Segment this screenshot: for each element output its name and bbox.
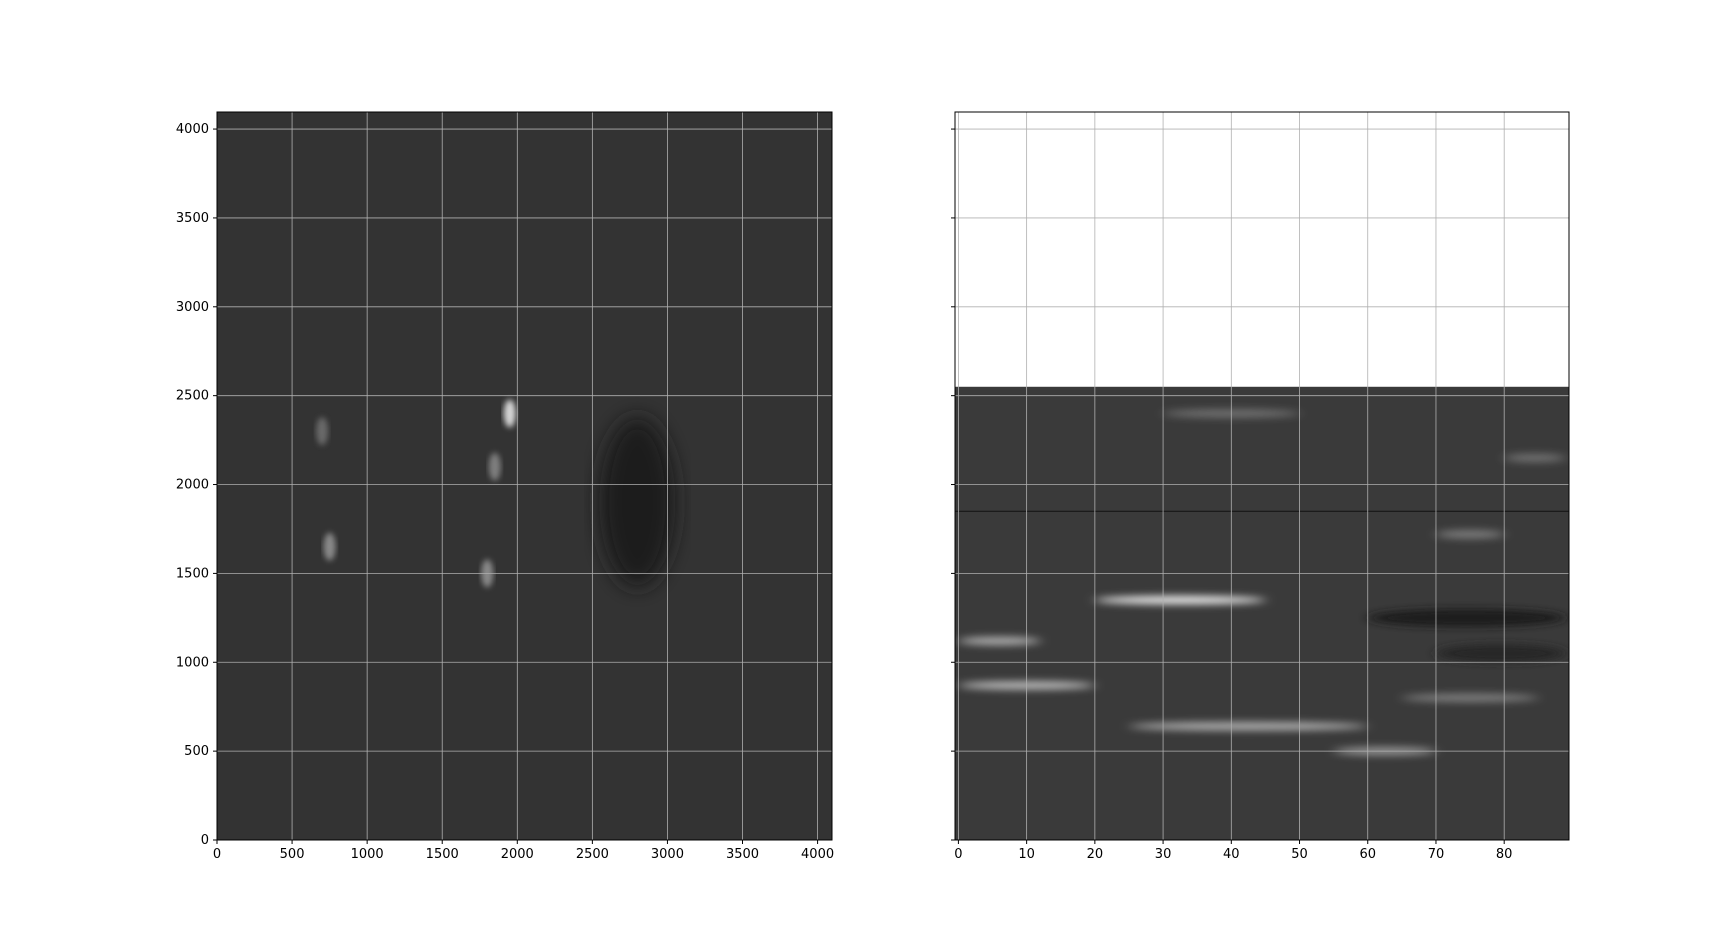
left-y-tick-label: 500	[184, 744, 209, 759]
right-axes-frame	[954, 111, 1570, 841]
right-x-tick-label: 10	[1018, 847, 1035, 862]
left-y-tick-label: 3500	[176, 211, 209, 226]
left-x-tick-label: 4000	[801, 847, 834, 862]
left-x-tick-label: 2500	[576, 847, 609, 862]
right-bright-streak	[958, 636, 1041, 645]
right-x-tick-label: 70	[1428, 847, 1445, 862]
left-y-tick-label: 1500	[176, 566, 209, 581]
right-x-tick-label: 50	[1291, 847, 1308, 862]
left-x-ticks: 0 500 1000 1500 2000 2500 3000 3500 4000	[213, 840, 834, 862]
right-bright-streak	[1435, 530, 1505, 539]
left-y-tick-label: 2500	[176, 389, 209, 404]
left-x-tick-label: 2000	[501, 847, 534, 862]
right-bright-streak	[1128, 722, 1368, 731]
left-y-tick-label: 4000	[176, 122, 209, 137]
right-dark-band	[1435, 644, 1566, 663]
right-x-tick-label: 80	[1496, 847, 1513, 862]
left-axes-frame	[216, 111, 833, 841]
left-x-tick-label: 500	[280, 847, 305, 862]
right-bright-streak	[1094, 596, 1266, 605]
left-bright-feature	[316, 417, 329, 446]
right-panel: 0 10 20 30 40 50 60 70 80	[951, 111, 1570, 862]
left-x-tick-label: 1000	[351, 847, 384, 862]
right-bright-streak	[1504, 453, 1566, 462]
left-y-ticks: 0 500 1000 1500 2000 2500 3000 3500 4000	[176, 122, 217, 848]
left-y-tick-label: 2000	[176, 478, 209, 493]
left-x-tick-label: 0	[213, 847, 221, 862]
right-dark-band	[1367, 608, 1566, 627]
left-dark-region	[599, 417, 676, 588]
left-background-level	[217, 112, 832, 840]
right-x-tick-label: 20	[1087, 847, 1104, 862]
right-x-ticks: 0 10 20 30 40 50 60 70 80	[954, 840, 1512, 862]
right-x-tick-label: 0	[954, 847, 962, 862]
left-y-tick-label: 1000	[176, 655, 209, 670]
right-x-tick-label: 40	[1223, 847, 1240, 862]
left-y-tick-label: 3000	[176, 300, 209, 315]
right-x-tick-label: 30	[1155, 847, 1172, 862]
left-bright-feature	[503, 399, 516, 428]
left-x-tick-label: 3500	[726, 847, 759, 862]
right-y-ticks	[951, 128, 955, 841]
left-x-tick-label: 3000	[651, 847, 684, 862]
left-bright-feature	[488, 452, 501, 481]
left-bright-feature	[323, 532, 336, 561]
left-image-features	[217, 112, 832, 840]
left-x-tick-label: 1500	[426, 847, 459, 862]
left-panel: 0 500 1000 1500 2000 2500 3000 3500 4000 0 500 100…	[176, 111, 834, 862]
right-x-tick-label: 60	[1359, 847, 1376, 862]
right-bright-streak	[1401, 693, 1539, 702]
left-y-tick-label: 0	[201, 833, 209, 848]
